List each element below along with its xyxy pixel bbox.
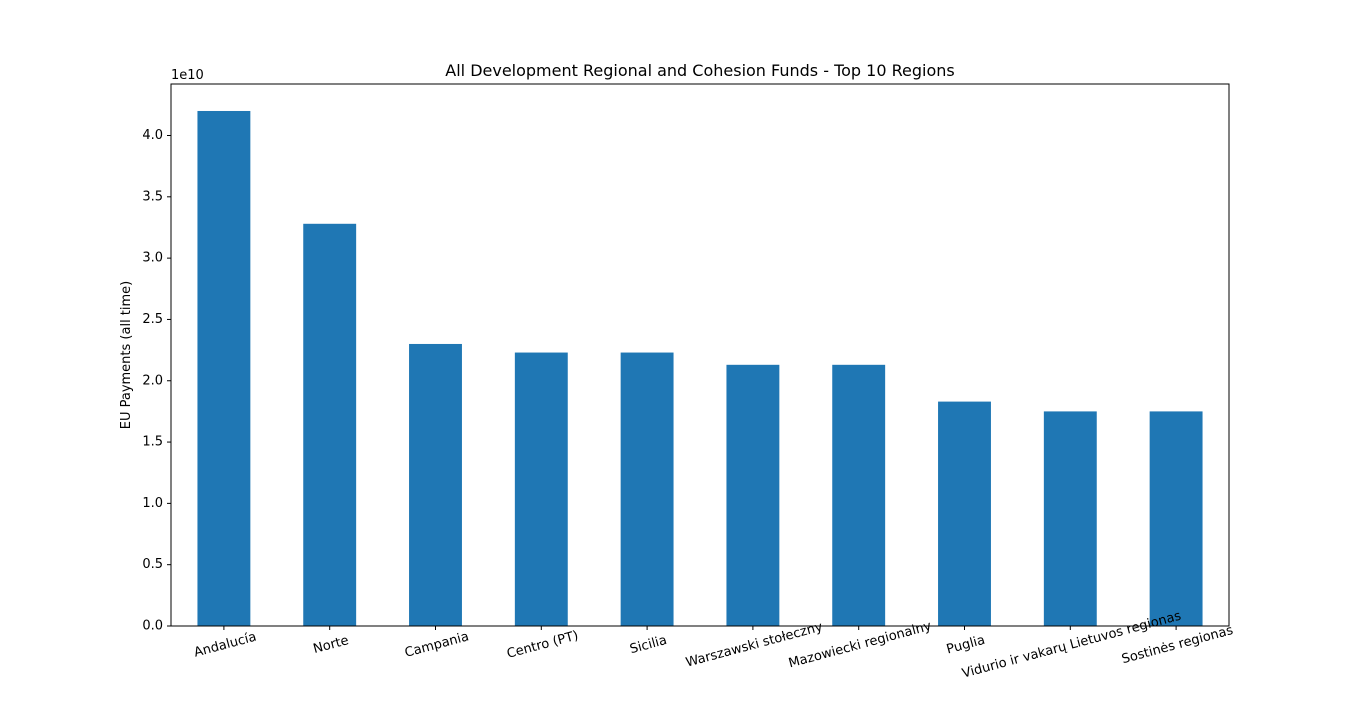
bar-2 — [409, 343, 462, 626]
y-tick-label-1: 0.5 — [142, 557, 163, 572]
y-tick-label-6: 3.0 — [142, 251, 163, 266]
y-tick-label-8: 4.0 — [142, 128, 163, 143]
y-tick-label-7: 3.5 — [142, 189, 163, 204]
y-axis-label: EU Payments (all time) — [119, 281, 134, 430]
y-offset-label: 1e10 — [171, 68, 204, 83]
bar-9 — [1149, 411, 1203, 626]
x-tick-label-7: Puglia — [945, 633, 987, 658]
y-tick-label-0: 0.0 — [142, 619, 163, 634]
bar-4 — [620, 352, 674, 626]
x-tick-label-1: Norte — [312, 633, 351, 657]
x-tick-label-4: Sicilia — [628, 633, 668, 657]
y-tick-label-4: 2.0 — [142, 373, 163, 388]
x-tick-label-2: Campania — [403, 629, 470, 661]
bar-0 — [197, 110, 251, 627]
y-tick-label-3: 1.5 — [142, 435, 163, 450]
bar-5 — [726, 364, 780, 626]
chart-title: All Development Regional and Cohesion Fu… — [445, 61, 954, 80]
bar-3 — [514, 352, 568, 626]
bar-1 — [303, 223, 357, 626]
plot-frame — [170, 83, 1230, 627]
x-tick-label-3: Centro (PT) — [505, 628, 580, 662]
bar-8 — [1043, 411, 1097, 626]
x-tick-label-0: Andalucía — [192, 630, 258, 661]
y-axis: 0.0 0.5 1.0 1.5 2.0 2.5 3.0 3.5 4.0 — [142, 128, 171, 634]
bars-group — [197, 110, 1203, 627]
y-tick-label-2: 1.0 — [142, 496, 163, 511]
bar-6 — [832, 364, 886, 626]
y-tick-label-5: 2.5 — [142, 312, 163, 327]
bar-7 — [938, 401, 991, 626]
